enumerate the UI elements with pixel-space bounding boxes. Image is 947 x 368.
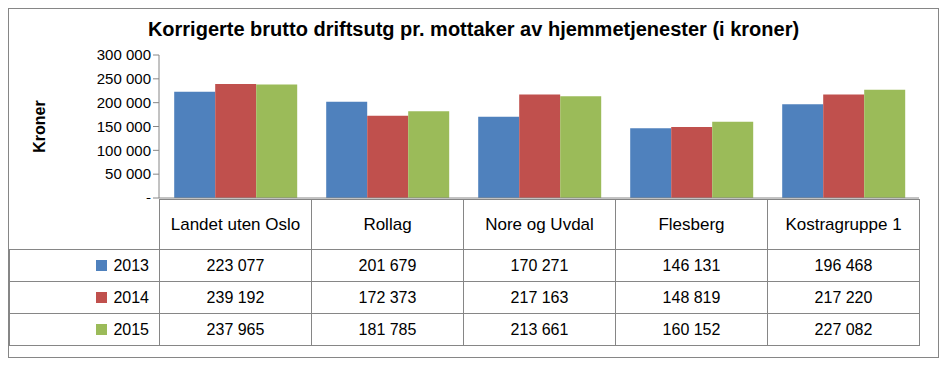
html-text:213 661: 213 661: [510, 320, 569, 338]
svg-text:300 000: 300 000: [97, 49, 151, 63]
svg-text:-: -: [146, 189, 151, 199]
html-text:2015: 2015: [113, 320, 149, 338]
html-text:217 163: 217 163: [510, 288, 569, 306]
html-text:Flesberg: Flesberg: [658, 214, 725, 234]
html-text:160 152: 160 152: [662, 320, 721, 338]
svg-text:50 000: 50 000: [105, 165, 151, 182]
html-text:201 679: 201 679: [358, 256, 417, 274]
html-text:172 373: 172 373: [358, 288, 417, 306]
html-text:2013: 2013: [113, 256, 149, 274]
html-text:170 271: 170 271: [510, 256, 569, 274]
html-text:196 468: 196 468: [814, 256, 873, 274]
html-text:Korrigerte brutto driftsutg pr: Korrigerte brutto driftsutg pr. mottaker…: [147, 18, 800, 40]
html-text:2014: 2014: [113, 288, 149, 306]
html-text:181 785: 181 785: [358, 320, 417, 338]
html-text:Nore og Uvdal: Nore og Uvdal: [485, 214, 594, 234]
html-text:146 131: 146 131: [662, 256, 721, 274]
html-text:217 220: 217 220: [814, 288, 873, 306]
html-text:Rollag: Rollag: [363, 214, 412, 234]
svg-text:250 000: 250 000: [97, 70, 151, 87]
html-text:Kostragruppe 1: Kostragruppe 1: [785, 214, 902, 234]
svg-text:Kroner: Kroner: [31, 100, 48, 152]
html-text:227 082: 227 082: [814, 320, 873, 338]
svg-text:150 000: 150 000: [97, 118, 151, 135]
html-text:239 192: 239 192: [206, 288, 265, 306]
html-text:237 965: 237 965: [206, 320, 265, 338]
html-text:223 077: 223 077: [206, 256, 265, 274]
svg-text:200 000: 200 000: [97, 94, 151, 111]
html-text:148 819: 148 819: [662, 288, 721, 306]
html-text:Landet uten Oslo: Landet uten Oslo: [170, 214, 301, 234]
svg-text:100 000: 100 000: [97, 142, 151, 159]
